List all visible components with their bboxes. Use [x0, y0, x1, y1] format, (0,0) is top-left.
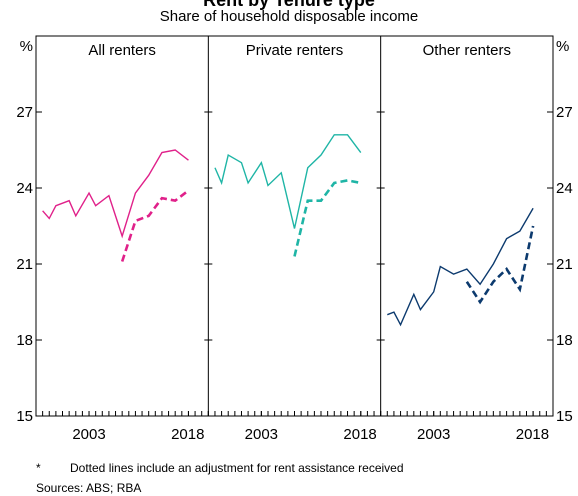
plot-frame	[35, 35, 554, 417]
y-tick-label: 24	[556, 180, 573, 197]
note: Dotted lines include an adjustment for r…	[70, 461, 404, 475]
series-line	[214, 134, 362, 229]
x-tick-label: 2003	[72, 426, 105, 443]
note-marker: *	[36, 461, 41, 475]
x-tick-label: 2018	[516, 426, 549, 443]
series-line	[465, 225, 535, 305]
y-tick-label: 24	[16, 180, 33, 197]
x-tick-label: 2018	[343, 426, 376, 443]
panel-title: All renters	[88, 42, 156, 59]
series-line	[293, 179, 362, 257]
x-tick-label: 2018	[171, 426, 204, 443]
y-tick-label: 15	[16, 408, 33, 425]
series-line	[42, 149, 189, 239]
y-unit: %	[556, 38, 569, 55]
chart-title: Rent by Tenure type	[203, 0, 375, 10]
y-tick-label: 18	[556, 332, 573, 349]
y-tick-label: 27	[556, 104, 573, 121]
sources: Sources: ABS; RBA	[36, 481, 141, 495]
y-tick-label: 27	[16, 104, 33, 121]
panel-title: Other renters	[423, 42, 511, 59]
series-line	[120, 189, 190, 262]
x-tick-label: 2003	[417, 426, 450, 443]
y-tick-label: 15	[556, 408, 573, 425]
chart-subtitle: Share of household disposable income	[160, 8, 419, 25]
y-tick-label: 21	[556, 256, 573, 273]
x-tick-label: 2003	[245, 426, 278, 443]
y-tick-label: 21	[16, 256, 33, 273]
y-tick-label: 18	[16, 332, 33, 349]
series-line	[387, 207, 534, 327]
y-unit: %	[20, 38, 33, 55]
panel-title: Private renters	[246, 42, 344, 59]
